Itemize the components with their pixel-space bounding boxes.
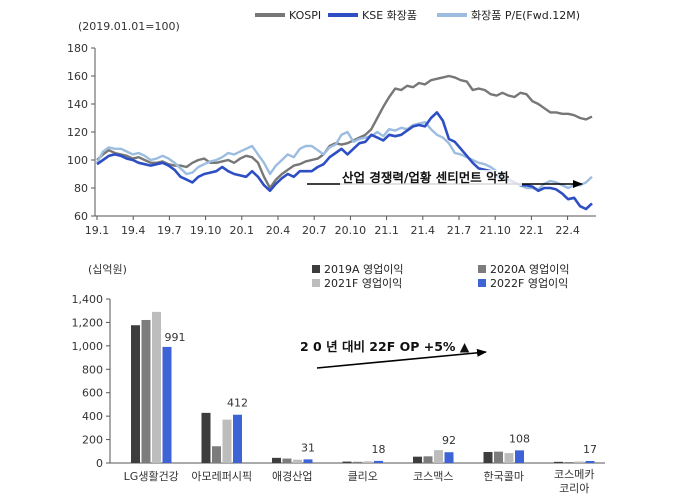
line-chart-x-tick-label: 20.4 xyxy=(266,224,291,237)
line-chart-x-tick-label: 22.4 xyxy=(555,224,580,237)
bar-category-label-5: 한국콜마 xyxy=(484,470,524,483)
legend-swatch-bar-2 xyxy=(312,279,320,287)
line-chart-y-tick-label: 60 xyxy=(74,210,88,223)
line-chart-y-tick-label: 140 xyxy=(67,98,88,111)
bar-3-2 xyxy=(363,461,373,463)
bar-data-label-2: 31 xyxy=(301,441,315,454)
bar-3-1 xyxy=(353,461,362,463)
legend-label-line-1: KSE 화장품 xyxy=(362,9,417,22)
bar-5-1 xyxy=(494,451,503,463)
line-chart-x-tick-label: 20.7 xyxy=(302,224,327,237)
bar-2-2 xyxy=(293,459,302,463)
bar-2-1 xyxy=(282,458,292,463)
line-series-0 xyxy=(96,74,593,190)
bar-5-0 xyxy=(483,451,493,463)
line-chart-index-note: (2019.01.01=100) xyxy=(78,20,180,33)
bar-data-label-3: 18 xyxy=(372,443,386,456)
bar-5-2 xyxy=(504,453,514,463)
bar-0-0 xyxy=(131,325,140,463)
bar-category-label-0: LG생활건강 xyxy=(124,469,179,483)
line-chart-y-tick-label: 180 xyxy=(67,42,88,55)
bar-data-label-4: 92 xyxy=(442,434,456,447)
bar-2-0 xyxy=(272,457,281,463)
bar-5-3 xyxy=(515,450,524,463)
bar-0-1 xyxy=(141,319,151,463)
bar-3-3 xyxy=(374,460,383,463)
bar-0-3 xyxy=(162,346,172,463)
line-chart-x-tick-label: 21.7 xyxy=(447,224,472,237)
bar-chart-y-tick-label: 200 xyxy=(82,434,103,447)
line-chart-x-tick-label: 19.7 xyxy=(157,224,182,237)
line-chart-x-tick-label: 19.10 xyxy=(190,224,222,237)
bar-category-label-line: 코스메카 xyxy=(554,468,594,481)
line-chart-x-tick-label: 20.10 xyxy=(335,224,367,237)
bar-chart-y-tick-label: 800 xyxy=(82,363,103,376)
line-chart-y-tick-label: 80 xyxy=(74,182,88,195)
line-chart-annotation: 산업 경쟁력/업황 센티먼트 악화 xyxy=(342,170,510,185)
bar-2-3 xyxy=(303,459,313,463)
bar-category-label-1: 아모레퍼시픽 xyxy=(191,470,252,483)
line-chart-y-tick-label: 120 xyxy=(67,126,88,139)
bar-category-label-3: 클리오 xyxy=(348,470,378,483)
legend-swatch-bar-1 xyxy=(478,265,486,273)
bar-chart-y-tick-label: 400 xyxy=(82,410,103,423)
bar-0-2 xyxy=(152,311,161,463)
bar-4-0 xyxy=(413,456,422,463)
bar-6-0 xyxy=(554,461,563,463)
bar-data-label-0: 991 xyxy=(165,331,186,344)
bar-6-1 xyxy=(564,462,574,463)
line-chart-x-tick-label: 21.10 xyxy=(479,224,511,237)
bar-4-3 xyxy=(444,452,454,463)
bar-chart-trend-arrow xyxy=(316,348,487,369)
bar-1-3 xyxy=(233,414,242,463)
bar-category-label-2: 애경산업 xyxy=(272,470,312,483)
bar-chart-y-tick-label: 600 xyxy=(82,387,103,400)
line-chart-x-tick-label: 19.1 xyxy=(85,224,110,237)
bar-1-2 xyxy=(222,419,232,463)
bar-6-2 xyxy=(575,461,584,463)
bar-chart-y-tick-label: 1,200 xyxy=(72,316,104,329)
bar-chart-y-tick-label: 0 xyxy=(96,457,103,470)
bar-chart-annotation: 2 0 년 대비 22F OP +5% ▲ xyxy=(300,339,470,354)
line-chart-x-tick-label: 21.4 xyxy=(411,224,436,237)
bar-chart-y-tick-label: 1,000 xyxy=(72,340,104,353)
line-chart-y-tick-label: 160 xyxy=(67,70,88,83)
line-chart-x-tick-label: 21.1 xyxy=(374,224,399,237)
legend-label-bar-1: 2020A 영업이익 xyxy=(490,263,570,276)
legend-label-line-2: 화장품 P/E(Fwd.12M) xyxy=(471,9,580,22)
legend-label-bar-2: 2021F 영업이익 xyxy=(324,277,402,290)
legend-label-bar-0: 2019A 영업이익 xyxy=(324,263,404,276)
legend-label-line-0: KOSPI xyxy=(289,9,321,22)
bar-category-label-4: 코스맥스 xyxy=(413,470,453,483)
bar-category-label-6: 코스메카 코리아 xyxy=(554,468,594,495)
line-chart-x-tick-label: 19.4 xyxy=(121,224,146,237)
bar-3-0 xyxy=(342,461,352,463)
line-chart-annotation-bg xyxy=(340,170,522,186)
bar-4-2 xyxy=(434,450,443,463)
bar-data-label-5: 108 xyxy=(509,432,530,445)
bar-category-label-line: 코리아 xyxy=(559,482,589,495)
bar-chart-y-tick-label: 1,400 xyxy=(72,293,104,306)
bar-4-1 xyxy=(423,456,433,463)
bar-6-3 xyxy=(585,461,595,463)
bar-1-1 xyxy=(212,446,221,463)
line-chart-x-tick-label: 20.1 xyxy=(230,224,255,237)
bar-data-label-1: 412 xyxy=(227,397,248,410)
bar-chart-unit: (십억원) xyxy=(88,263,127,276)
legend-swatch-bar-3 xyxy=(478,279,486,287)
line-chart-x-tick-label: 22.1 xyxy=(519,224,544,237)
legend-label-bar-3: 2022F 영업이익 xyxy=(490,277,568,290)
bar-1-0 xyxy=(201,412,211,463)
bar-data-label-6: 17 xyxy=(583,443,597,456)
line-chart-y-tick-label: 100 xyxy=(67,154,88,167)
legend-swatch-bar-0 xyxy=(312,265,320,273)
